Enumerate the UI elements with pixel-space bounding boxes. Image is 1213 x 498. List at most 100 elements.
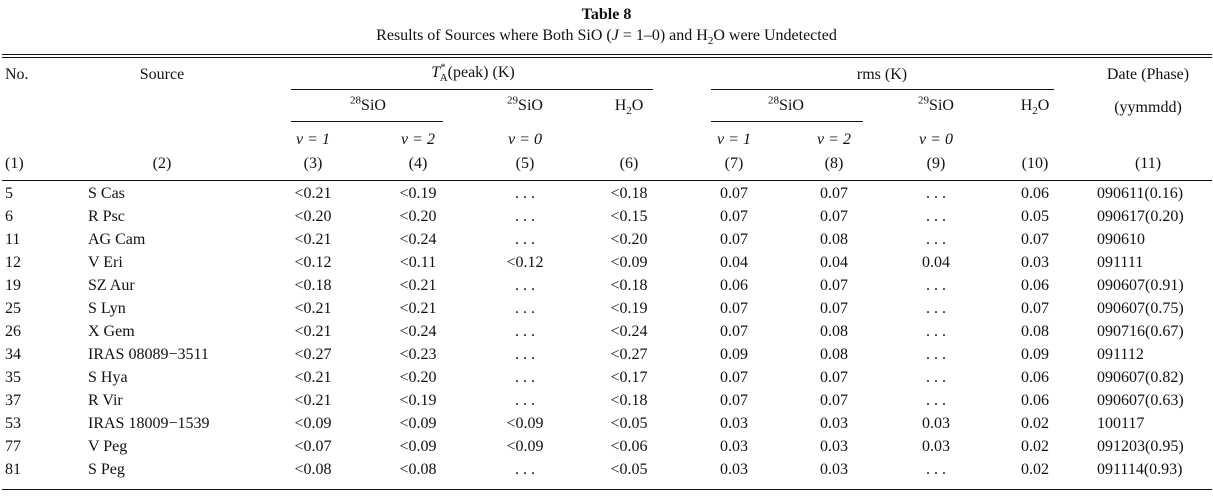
cell-ta-h2o: <0.09 <box>610 254 648 271</box>
cell-ta-v1: <0.09 <box>294 415 332 432</box>
header-rms-sio28: 28SiO <box>768 94 804 114</box>
cell-rms-v2: 0.03 <box>820 415 848 432</box>
cell-ta-h2o: <0.24 <box>610 323 648 340</box>
cell-ta-v1: <0.21 <box>294 369 332 386</box>
cell-rms-v1: 0.07 <box>720 300 748 317</box>
cell-rms-h2o: 0.06 <box>1021 277 1049 294</box>
cell-rms-v2: 0.08 <box>820 323 848 340</box>
cell-ta-v1: <0.21 <box>294 300 332 317</box>
cell-rms-v1: 0.07 <box>720 231 748 248</box>
cell-rms-v1: 0.07 <box>720 185 748 202</box>
cell-no: 5 <box>5 185 13 202</box>
cell-date: 090607(0.63) <box>1097 392 1184 409</box>
header-date-unit: (yymmdd) <box>1114 99 1182 116</box>
cell-ta-sio29: . . . <box>515 346 535 363</box>
cell-rms-h2o: 0.05 <box>1021 208 1049 225</box>
ta-sio28-rule <box>291 121 443 122</box>
cell-ta-h2o: <0.05 <box>610 415 648 432</box>
cell-ta-v2: <0.19 <box>399 185 437 202</box>
cell-rms-v2: 0.07 <box>820 185 848 202</box>
cell-ta-sio29: . . . <box>515 277 535 294</box>
cell-ta-v2: <0.08 <box>399 461 437 478</box>
cell-date: 091203(0.95) <box>1097 438 1184 455</box>
cell-rms-v2: 0.07 <box>820 208 848 225</box>
cell-rms-v2: 0.07 <box>820 369 848 386</box>
cell-rms-h2o: 0.06 <box>1021 185 1049 202</box>
cell-date: 090716(0.67) <box>1097 323 1184 340</box>
cell-rms-v2: 0.07 <box>820 277 848 294</box>
cell-rms-sio29: . . . <box>926 369 946 386</box>
cell-rms-h2o: 0.03 <box>1021 254 1049 271</box>
ta-group-rule <box>291 89 653 90</box>
cell-ta-h2o: <0.19 <box>610 300 648 317</box>
table-caption-number: Table 8 <box>581 6 632 23</box>
cell-ta-h2o: <0.18 <box>610 277 648 294</box>
rms-sio28-rule <box>711 121 863 122</box>
table-top-rule-2 <box>2 57 1212 58</box>
cell-ta-v1: <0.21 <box>294 392 332 409</box>
cell-rms-sio29: 0.03 <box>922 438 950 455</box>
cell-rms-v2: 0.08 <box>820 231 848 248</box>
cell-no: 26 <box>5 323 21 340</box>
cell-ta-v2: <0.20 <box>399 369 437 386</box>
col-num-8: (8) <box>824 155 844 172</box>
table-header-rule <box>2 180 1212 181</box>
header-ta-v1: v = 1 <box>296 131 330 148</box>
col-num-10: (10) <box>1021 155 1049 172</box>
cell-source: S Lyn <box>88 300 126 317</box>
cell-source: IRAS 18009−1539 <box>88 415 210 432</box>
rms-group-rule <box>711 89 1054 90</box>
cell-rms-h2o: 0.06 <box>1021 392 1049 409</box>
header-no: No. <box>5 66 29 83</box>
cell-ta-v2: <0.19 <box>399 392 437 409</box>
cell-no: 53 <box>5 415 21 432</box>
cell-rms-v1: 0.03 <box>720 415 748 432</box>
cell-source: S Cas <box>88 185 125 202</box>
header-ta-v0: v = 0 <box>508 131 542 148</box>
cell-source: X Gem <box>88 323 135 340</box>
col-num-5: (5) <box>515 155 535 172</box>
cell-rms-sio29: . . . <box>926 346 946 363</box>
cell-source: V Eri <box>88 254 123 271</box>
cell-no: 6 <box>5 208 13 225</box>
cell-source: S Peg <box>88 461 125 478</box>
cell-rms-v2: 0.07 <box>820 300 848 317</box>
cell-ta-v1: <0.12 <box>294 254 332 271</box>
cell-rms-v2: 0.03 <box>820 461 848 478</box>
cell-ta-v1: <0.27 <box>294 346 332 363</box>
cell-rms-v2: 0.08 <box>820 346 848 363</box>
header-ta-v2: v = 2 <box>401 131 435 148</box>
cell-no: 35 <box>5 369 21 386</box>
cell-date: 090611(0.16) <box>1097 185 1184 202</box>
table-top-rule <box>2 54 1212 55</box>
cell-rms-h2o: 0.07 <box>1021 300 1049 317</box>
cell-ta-sio29: . . . <box>515 323 535 340</box>
cell-ta-h2o: <0.18 <box>610 185 648 202</box>
header-ta-group: T*A(peak) (K) <box>431 61 515 85</box>
cell-ta-sio29: <0.09 <box>506 415 544 432</box>
cell-ta-h2o: <0.15 <box>610 208 648 225</box>
cell-no: 12 <box>5 254 21 271</box>
cell-ta-v2: <0.09 <box>399 415 437 432</box>
cell-rms-h2o: 0.02 <box>1021 415 1049 432</box>
cell-ta-sio29: . . . <box>515 231 535 248</box>
cell-rms-sio29: . . . <box>926 300 946 317</box>
cell-ta-h2o: <0.20 <box>610 231 648 248</box>
cell-ta-v2: <0.24 <box>399 323 437 340</box>
cell-no: 11 <box>5 231 21 248</box>
cell-source: SZ Aur <box>88 277 135 294</box>
header-rms-v1: v = 1 <box>717 131 751 148</box>
col-num-4: (4) <box>408 155 428 172</box>
cell-date: 090607(0.75) <box>1097 300 1184 317</box>
cell-ta-h2o: <0.06 <box>610 438 648 455</box>
col-num-3: (3) <box>303 155 323 172</box>
cell-rms-v1: 0.07 <box>720 208 748 225</box>
cell-source: IRAS 08089−3511 <box>88 346 209 363</box>
cell-ta-sio29: . . . <box>515 300 535 317</box>
cell-ta-v1: <0.20 <box>294 208 332 225</box>
header-ta-sio28: 28SiO <box>350 94 386 114</box>
col-num-1: (1) <box>5 155 24 172</box>
cell-ta-v2: <0.20 <box>399 208 437 225</box>
cell-ta-v2: <0.21 <box>399 277 437 294</box>
cell-rms-sio29: . . . <box>926 185 946 202</box>
